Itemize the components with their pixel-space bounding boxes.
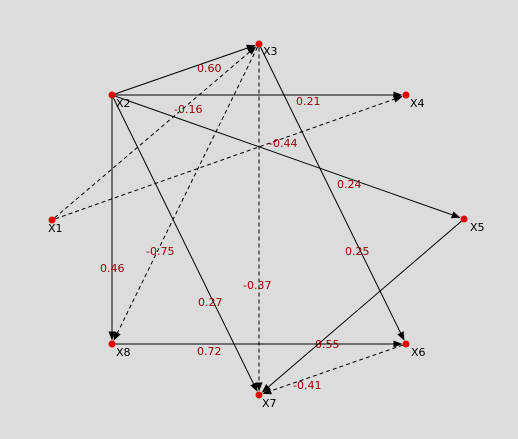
edge-weight-label: -0.75 xyxy=(146,245,174,258)
edge-weight-label: 0.24 xyxy=(337,178,362,191)
node-label: X5 xyxy=(470,221,485,234)
edge-x6-x7 xyxy=(262,344,403,395)
node-x4[interactable] xyxy=(402,91,410,99)
edge-x3-x6 xyxy=(260,46,405,341)
edge-weight-label: 0.72 xyxy=(197,345,222,358)
node-x8[interactable] xyxy=(108,340,116,348)
edge-weight-label: 0.46 xyxy=(100,262,125,275)
edges-layer xyxy=(54,44,462,395)
node-x5[interactable] xyxy=(460,215,468,223)
node-x3[interactable] xyxy=(255,40,263,48)
edge-weight-label: 0.25 xyxy=(345,245,370,258)
edge-x1-x3 xyxy=(54,46,257,219)
edge-weight-label: 0.21 xyxy=(296,95,321,108)
edge-weight-label: 0.55 xyxy=(315,338,340,351)
edge-x3-x8 xyxy=(113,46,258,341)
node-label: X3 xyxy=(263,45,278,58)
node-label: X4 xyxy=(410,97,425,110)
node-x7[interactable] xyxy=(255,391,263,399)
edge-x5-x7 xyxy=(261,220,462,393)
edge-x2-x5 xyxy=(115,95,461,219)
node-x6[interactable] xyxy=(402,340,410,348)
node-label: X8 xyxy=(116,346,131,359)
edge-x2-x7 xyxy=(113,97,258,392)
node-x2[interactable] xyxy=(108,91,116,99)
edge-x1-x4 xyxy=(55,95,403,220)
edge-weight-label: -0.16 xyxy=(174,103,202,116)
node-label: X1 xyxy=(48,222,63,235)
edge-x2-x3 xyxy=(115,44,256,95)
node-label: X6 xyxy=(411,346,426,359)
edge-labels-layer: 0.60 0.21 0.24 0.46 0.27 0.25 0.72 0.55 -0.16 -0.… xyxy=(100,62,370,392)
edge-weight-label: 0.27 xyxy=(198,296,223,309)
nodes-layer xyxy=(48,40,468,399)
edge-weight-label: -0.37 xyxy=(243,279,271,292)
node-label: X7 xyxy=(262,397,277,410)
edge-weight-label: 0.60 xyxy=(197,62,222,75)
edge-weight-label: -0.44 xyxy=(269,137,297,150)
node-label: X2 xyxy=(116,97,131,110)
node-labels-layer: X1 X2 X3 X4 X5 X6 X7 X8 xyxy=(48,45,485,410)
edge-weight-label: -0.41 xyxy=(293,379,321,392)
node-x1[interactable] xyxy=(48,216,56,224)
